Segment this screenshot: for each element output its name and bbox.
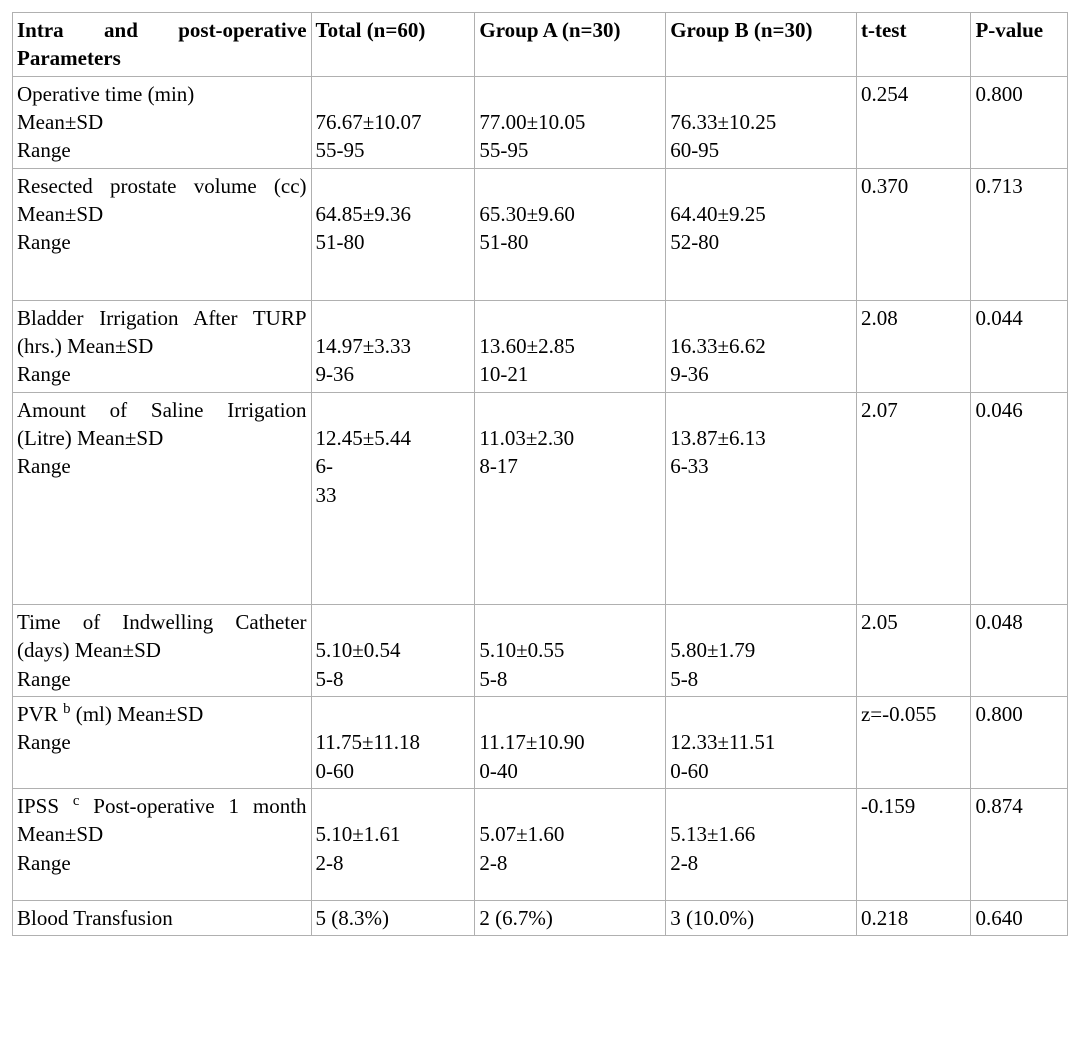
cell-group-b: 16.33±6.629-36	[666, 300, 857, 392]
cell-parameter: PVR b (ml) Mean±SDRange	[13, 696, 312, 788]
header-parameters: Intra and post-operative Parameters	[13, 13, 312, 77]
cell-pvalue: 0.800	[971, 76, 1068, 168]
table-row: Bladder Irrigation After TURP (hrs.) Mea…	[13, 300, 1068, 392]
cell-parameter: Operative time (min)Mean±SDRange	[13, 76, 312, 168]
table-header-row: Intra and post-operative Parameters Tota…	[13, 13, 1068, 77]
cell-pvalue: 0.874	[971, 788, 1068, 900]
cell-total: 76.67±10.0755-95	[311, 76, 475, 168]
cell-parameter: Amount of Saline Irrigation (Litre) Mean…	[13, 392, 312, 604]
cell-group-b: 64.40±9.2552-80	[666, 168, 857, 300]
cell-total: 14.97±3.339-36	[311, 300, 475, 392]
cell-total: 5 (8.3%)	[311, 900, 475, 935]
table-row: Time of Indwelling Catheter (days) Mean±…	[13, 604, 1068, 696]
cell-ttest: 0.218	[856, 900, 970, 935]
cell-pvalue: 0.640	[971, 900, 1068, 935]
table-body: Operative time (min)Mean±SDRange 76.67±1…	[13, 76, 1068, 936]
cell-group-b: 12.33±11.510-60	[666, 696, 857, 788]
table-row: Operative time (min)Mean±SDRange 76.67±1…	[13, 76, 1068, 168]
header-group-b: Group B (n=30)	[666, 13, 857, 77]
cell-group-a: 5.10±0.555-8	[475, 604, 666, 696]
cell-pvalue: 0.713	[971, 168, 1068, 300]
cell-pvalue: 0.048	[971, 604, 1068, 696]
cell-total: 64.85±9.3651-80	[311, 168, 475, 300]
table-row: Amount of Saline Irrigation (Litre) Mean…	[13, 392, 1068, 604]
cell-group-b: 76.33±10.2560-95	[666, 76, 857, 168]
cell-group-b: 3 (10.0%)	[666, 900, 857, 935]
cell-group-a: 11.03±2.308-17	[475, 392, 666, 604]
cell-group-a: 65.30±9.6051-80	[475, 168, 666, 300]
table-row: PVR b (ml) Mean±SDRange 11.75±11.180-60 …	[13, 696, 1068, 788]
cell-group-a: 77.00±10.0555-95	[475, 76, 666, 168]
cell-total: 5.10±0.545-8	[311, 604, 475, 696]
table-row: Resected prostate volume (cc) Mean±SDRan…	[13, 168, 1068, 300]
header-total: Total (n=60)	[311, 13, 475, 77]
cell-pvalue: 0.046	[971, 392, 1068, 604]
cell-parameter: Time of Indwelling Catheter (days) Mean±…	[13, 604, 312, 696]
cell-ttest: 2.05	[856, 604, 970, 696]
cell-group-b: 5.13±1.662-8	[666, 788, 857, 900]
cell-parameter: IPSS c Post-operative 1 month Mean±SDRan…	[13, 788, 312, 900]
cell-ttest: z=-0.055	[856, 696, 970, 788]
header-pvalue: P-value	[971, 13, 1068, 77]
cell-parameter: Resected prostate volume (cc) Mean±SDRan…	[13, 168, 312, 300]
cell-parameter: Bladder Irrigation After TURP (hrs.) Mea…	[13, 300, 312, 392]
cell-group-a: 13.60±2.8510-21	[475, 300, 666, 392]
table-row: Blood Transfusion5 (8.3%)2 (6.7%)3 (10.0…	[13, 900, 1068, 935]
cell-group-b: 13.87±6.136-33	[666, 392, 857, 604]
cell-ttest: 0.254	[856, 76, 970, 168]
header-group-a: Group A (n=30)	[475, 13, 666, 77]
cell-group-a: 2 (6.7%)	[475, 900, 666, 935]
cell-total: 5.10±1.612-8	[311, 788, 475, 900]
header-ttest: t-test	[856, 13, 970, 77]
cell-total: 12.45±5.446-33	[311, 392, 475, 604]
cell-ttest: -0.159	[856, 788, 970, 900]
table-row: IPSS c Post-operative 1 month Mean±SDRan…	[13, 788, 1068, 900]
cell-ttest: 2.08	[856, 300, 970, 392]
cell-pvalue: 0.044	[971, 300, 1068, 392]
cell-ttest: 2.07	[856, 392, 970, 604]
cell-parameter: Blood Transfusion	[13, 900, 312, 935]
cell-pvalue: 0.800	[971, 696, 1068, 788]
cell-total: 11.75±11.180-60	[311, 696, 475, 788]
operative-parameters-table: Intra and post-operative Parameters Tota…	[12, 12, 1068, 936]
cell-group-a: 11.17±10.900-40	[475, 696, 666, 788]
cell-group-a: 5.07±1.602-8	[475, 788, 666, 900]
cell-group-b: 5.80±1.795-8	[666, 604, 857, 696]
cell-ttest: 0.370	[856, 168, 970, 300]
